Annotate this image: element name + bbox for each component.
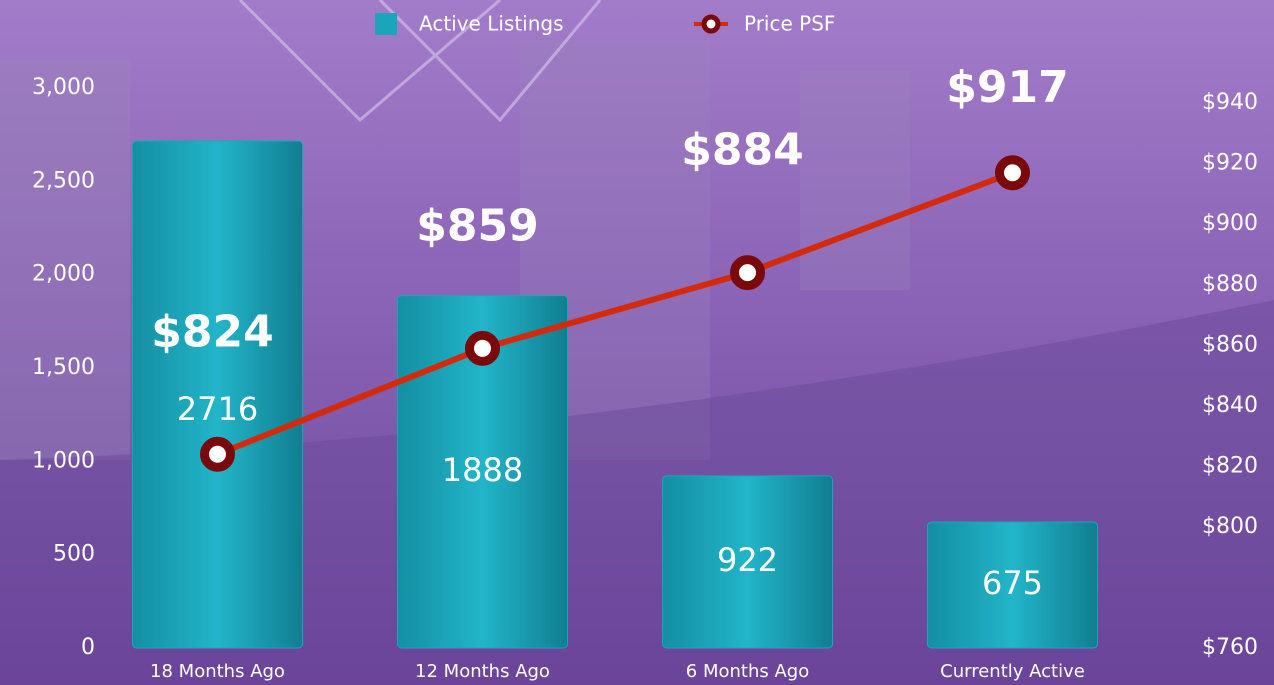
price-label: $917 (946, 62, 1068, 113)
x-tick-label: Currently Active (940, 661, 1085, 682)
y2-tick-label: $880 (1202, 272, 1258, 297)
decoration (238, 0, 602, 123)
y2-tick-label: $940 (1202, 90, 1258, 115)
line (216, 169, 1014, 458)
y-tick-label: 1,500 (32, 355, 95, 380)
y-tick-label: 2,500 (32, 168, 95, 193)
y2-tick-label: $800 (1202, 514, 1258, 539)
bar (927, 521, 1098, 649)
price-label: $884 (681, 125, 803, 176)
y-tick-label: 0 (81, 635, 95, 660)
x-tick-label: 12 Months Ago (415, 661, 550, 682)
y-tick-label: 3,000 (32, 75, 95, 100)
building (800, 70, 910, 290)
bar-value-label: 922 (717, 541, 778, 579)
x-tick-label: 6 Months Ago (686, 661, 809, 682)
y2-tick-label: $760 (1202, 635, 1258, 660)
y2-tick-label: $840 (1202, 393, 1258, 418)
x-tick-label: 18 Months Ago (150, 661, 285, 682)
price-label: $824 (151, 306, 273, 357)
line-marker (465, 330, 500, 366)
line-marker (995, 155, 1030, 191)
legend-label: Price PSF (744, 12, 835, 36)
legend-label: Active Listings (419, 12, 564, 36)
y2-tick-label: $920 (1202, 151, 1258, 176)
y2-tick-label: $900 (1202, 211, 1258, 236)
line-marker (200, 436, 235, 472)
legend-swatch (375, 13, 397, 35)
legend-marker (701, 14, 721, 34)
bar (397, 295, 568, 649)
building (0, 60, 130, 460)
y2-tick-label: $820 (1202, 453, 1258, 478)
bar-value-label: 2716 (177, 390, 258, 428)
bar-value-label: 675 (982, 564, 1043, 602)
y2-tick-label: $860 (1202, 332, 1258, 357)
y-tick-label: 1,000 (32, 448, 95, 473)
y-tick-label: 2,000 (32, 262, 95, 287)
line-marker (730, 255, 765, 291)
price-label: $859 (416, 200, 538, 251)
y-tick-label: 500 (53, 542, 95, 567)
bar (662, 475, 833, 649)
bar-value-label: 1888 (442, 451, 523, 489)
bar (132, 140, 303, 649)
